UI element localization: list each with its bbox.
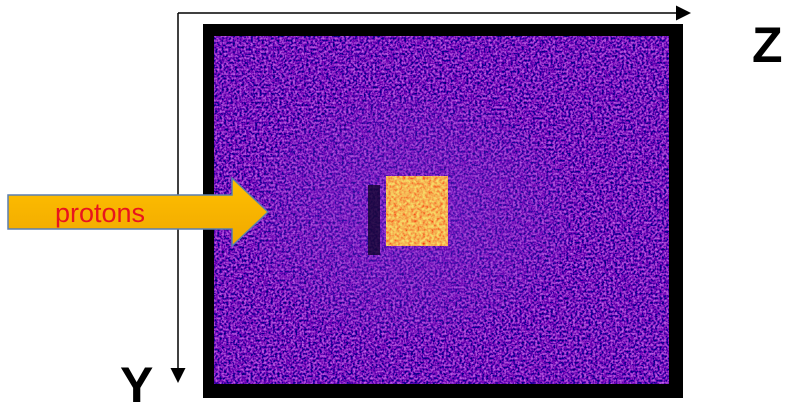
y-label: Y [120,357,153,407]
figure: Z Y protons [0,0,792,407]
hot-spot-texture [386,176,448,246]
z-label: Z [752,17,783,73]
beam-label: protons [55,198,145,228]
shadow-stripe [368,185,380,255]
